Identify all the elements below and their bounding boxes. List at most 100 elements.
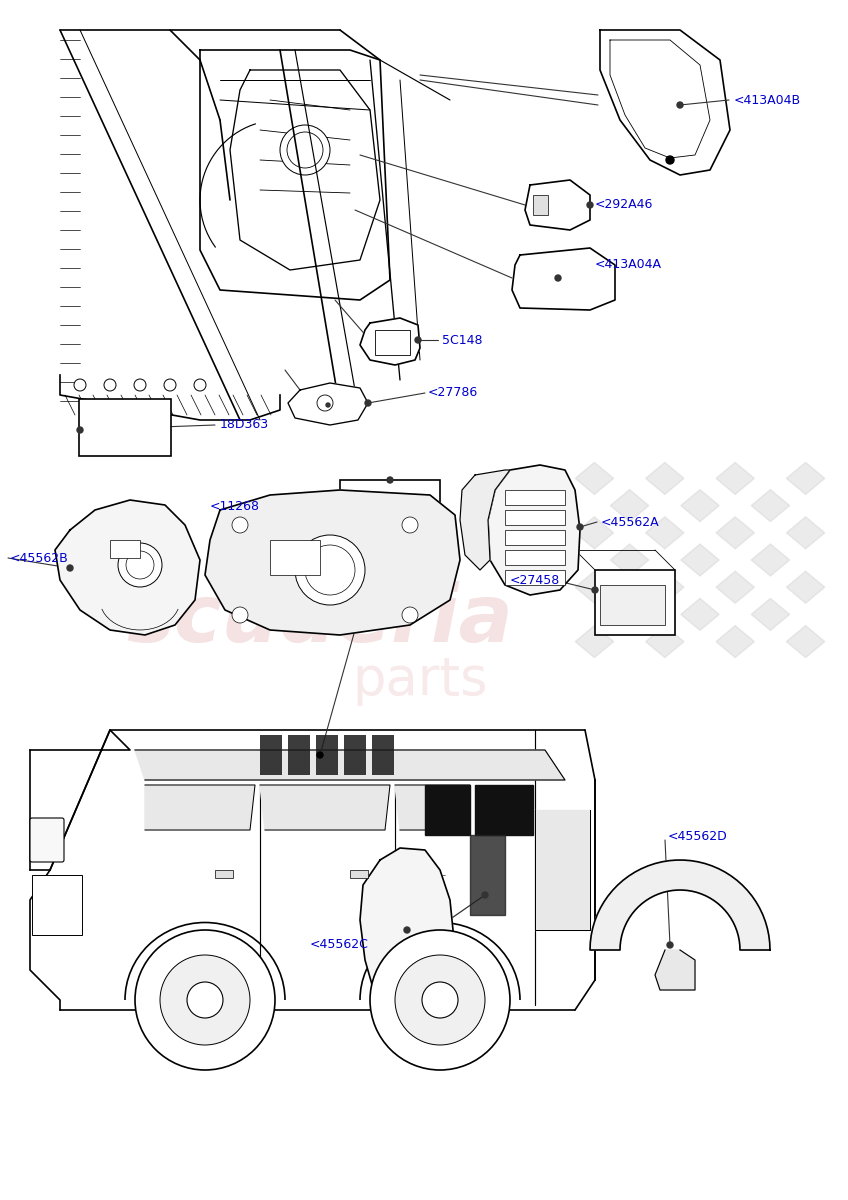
Bar [288, 734, 310, 775]
Bar [270, 540, 320, 575]
Bar [533, 194, 548, 215]
Polygon shape [645, 462, 684, 494]
Circle shape [194, 379, 206, 391]
Polygon shape [645, 517, 684, 548]
Circle shape [280, 125, 330, 175]
Polygon shape [611, 490, 649, 522]
Circle shape [135, 930, 275, 1070]
Text: <292A46: <292A46 [595, 198, 653, 211]
Polygon shape [575, 625, 614, 658]
Bar [505, 490, 565, 505]
Polygon shape [645, 571, 684, 604]
Circle shape [555, 275, 561, 281]
Polygon shape [360, 848, 455, 1020]
Circle shape [422, 982, 458, 1018]
Polygon shape [681, 490, 719, 522]
Circle shape [415, 337, 421, 343]
Bar [260, 734, 282, 775]
Circle shape [370, 930, 510, 1070]
Polygon shape [525, 180, 590, 230]
Circle shape [387, 476, 393, 482]
Bar [372, 734, 394, 775]
Circle shape [677, 102, 683, 108]
Text: <45562C: <45562C [310, 938, 369, 952]
Polygon shape [425, 785, 470, 835]
Circle shape [295, 535, 365, 605]
Polygon shape [535, 810, 590, 930]
Polygon shape [260, 785, 390, 830]
Bar [215, 870, 233, 878]
Polygon shape [575, 571, 614, 604]
Polygon shape [611, 599, 649, 630]
Text: <27786: <27786 [428, 386, 478, 400]
Polygon shape [488, 464, 580, 595]
Circle shape [326, 403, 330, 407]
Bar [375, 330, 410, 355]
Bar [505, 530, 565, 545]
Text: <45562A: <45562A [601, 516, 660, 528]
Polygon shape [716, 571, 755, 604]
Bar [340, 480, 440, 565]
Circle shape [134, 379, 146, 391]
Polygon shape [681, 544, 719, 576]
Polygon shape [645, 625, 684, 658]
Polygon shape [786, 462, 825, 494]
Polygon shape [751, 544, 789, 576]
Circle shape [187, 982, 223, 1018]
Circle shape [402, 517, 418, 533]
Text: <413A04B: <413A04B [734, 94, 801, 107]
Circle shape [587, 202, 593, 208]
FancyBboxPatch shape [79, 398, 171, 456]
Polygon shape [460, 470, 510, 570]
Bar [595, 570, 675, 635]
Circle shape [404, 926, 410, 934]
Circle shape [395, 955, 485, 1045]
Circle shape [592, 587, 598, 593]
Circle shape [287, 132, 323, 168]
Text: parts: parts [352, 654, 488, 706]
Polygon shape [716, 462, 755, 494]
Text: <413A04A: <413A04A [595, 258, 662, 271]
Polygon shape [600, 30, 730, 175]
Bar [32, 875, 82, 935]
Circle shape [74, 379, 86, 391]
Bar [110, 540, 140, 558]
Circle shape [164, 379, 176, 391]
Polygon shape [55, 500, 200, 635]
Bar [505, 510, 565, 526]
Circle shape [126, 551, 154, 578]
Bar [505, 550, 565, 565]
Polygon shape [786, 625, 825, 658]
Polygon shape [475, 785, 533, 835]
Circle shape [77, 427, 83, 433]
Polygon shape [575, 462, 614, 494]
Circle shape [317, 752, 323, 758]
Circle shape [232, 517, 248, 533]
Circle shape [667, 942, 673, 948]
Polygon shape [611, 544, 649, 576]
Polygon shape [512, 248, 615, 310]
Polygon shape [716, 625, 755, 658]
Circle shape [365, 400, 371, 406]
Bar [600, 584, 665, 625]
Circle shape [67, 565, 73, 571]
Polygon shape [751, 490, 789, 522]
Polygon shape [590, 860, 770, 950]
Bar [344, 734, 366, 775]
Circle shape [577, 524, 583, 530]
Bar [505, 570, 565, 584]
Circle shape [482, 892, 488, 898]
Text: scuderia: scuderia [126, 581, 513, 659]
FancyBboxPatch shape [30, 818, 64, 862]
Text: 5C148: 5C148 [442, 334, 483, 347]
Polygon shape [470, 835, 505, 914]
Circle shape [104, 379, 116, 391]
Polygon shape [681, 599, 719, 630]
Text: <11268: <11268 [210, 500, 260, 514]
Circle shape [305, 545, 355, 595]
Polygon shape [360, 318, 420, 365]
Circle shape [160, 955, 250, 1045]
Bar [316, 734, 338, 775]
Polygon shape [145, 785, 255, 830]
Polygon shape [716, 517, 755, 548]
